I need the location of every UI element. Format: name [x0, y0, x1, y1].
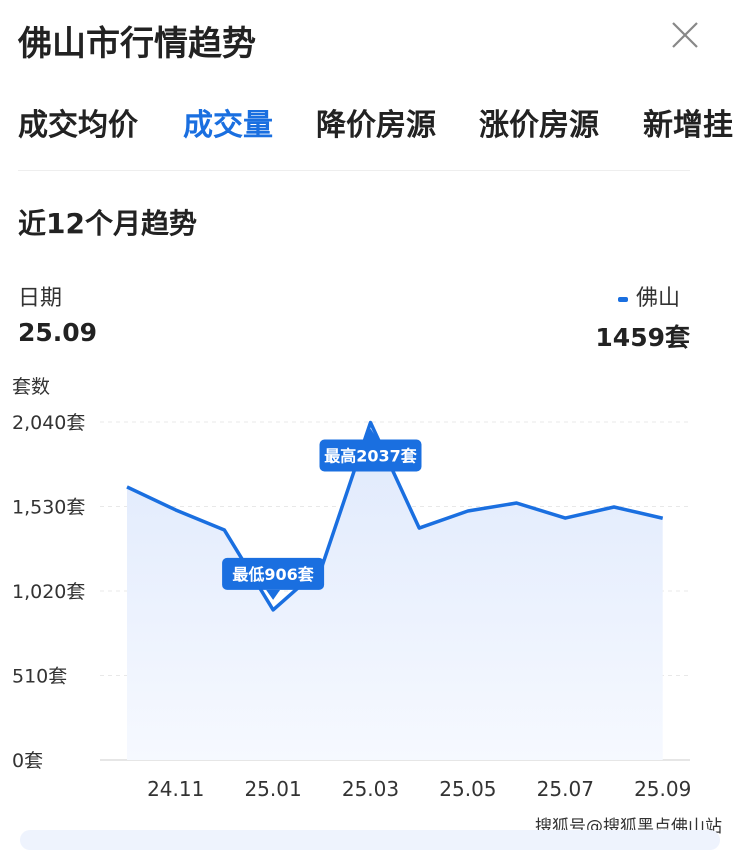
y-tick-label: 510套 [12, 666, 67, 688]
y-tick-label: 1,530套 [12, 497, 85, 519]
page-title: 佛山市行情趋势 [18, 16, 256, 65]
x-tick-label: 25.09 [634, 777, 691, 800]
annotation-text: 最低906套 [232, 565, 314, 584]
close-icon[interactable] [668, 18, 702, 52]
date-label: 日期 [18, 280, 62, 312]
tab-price-cut[interactable]: 降价房源 [316, 100, 436, 144]
annotation-text: 最高2037套 [324, 446, 418, 465]
x-tick-label: 25.03 [342, 777, 399, 800]
series-value: 1459套 [595, 318, 690, 354]
tab-volume[interactable]: 成交量 [183, 100, 273, 144]
bottom-panel [20, 830, 720, 850]
y-tick-label: 0套 [12, 750, 43, 772]
x-tick-label: 25.07 [537, 777, 594, 800]
legend-label: 佛山 [636, 286, 680, 311]
date-value: 25.09 [18, 318, 97, 347]
legend-marker [618, 297, 628, 302]
y-axis-label: 套数 [12, 372, 50, 399]
annotation-badge: 最高2037套 [320, 428, 422, 471]
tab-price-rise[interactable]: 涨价房源 [479, 100, 599, 144]
x-tick-label: 24.11 [147, 777, 204, 800]
volume-chart: 0套 510套 1,020套 1,530套 2,040套 24.11 25.01 25.03 2… [0, 400, 740, 800]
x-tick-label: 25.01 [244, 777, 301, 800]
divider [18, 170, 690, 171]
tab-new-listings[interactable]: 新增挂 [643, 100, 733, 144]
y-tick-label: 1,020套 [12, 581, 85, 603]
section-title: 近12个月趋势 [18, 202, 197, 242]
y-tick-label: 2,040套 [12, 412, 85, 434]
x-tick-label: 25.05 [439, 777, 496, 800]
legend: 佛山 [618, 280, 680, 312]
tab-avg-price[interactable]: 成交均价 [18, 100, 138, 144]
